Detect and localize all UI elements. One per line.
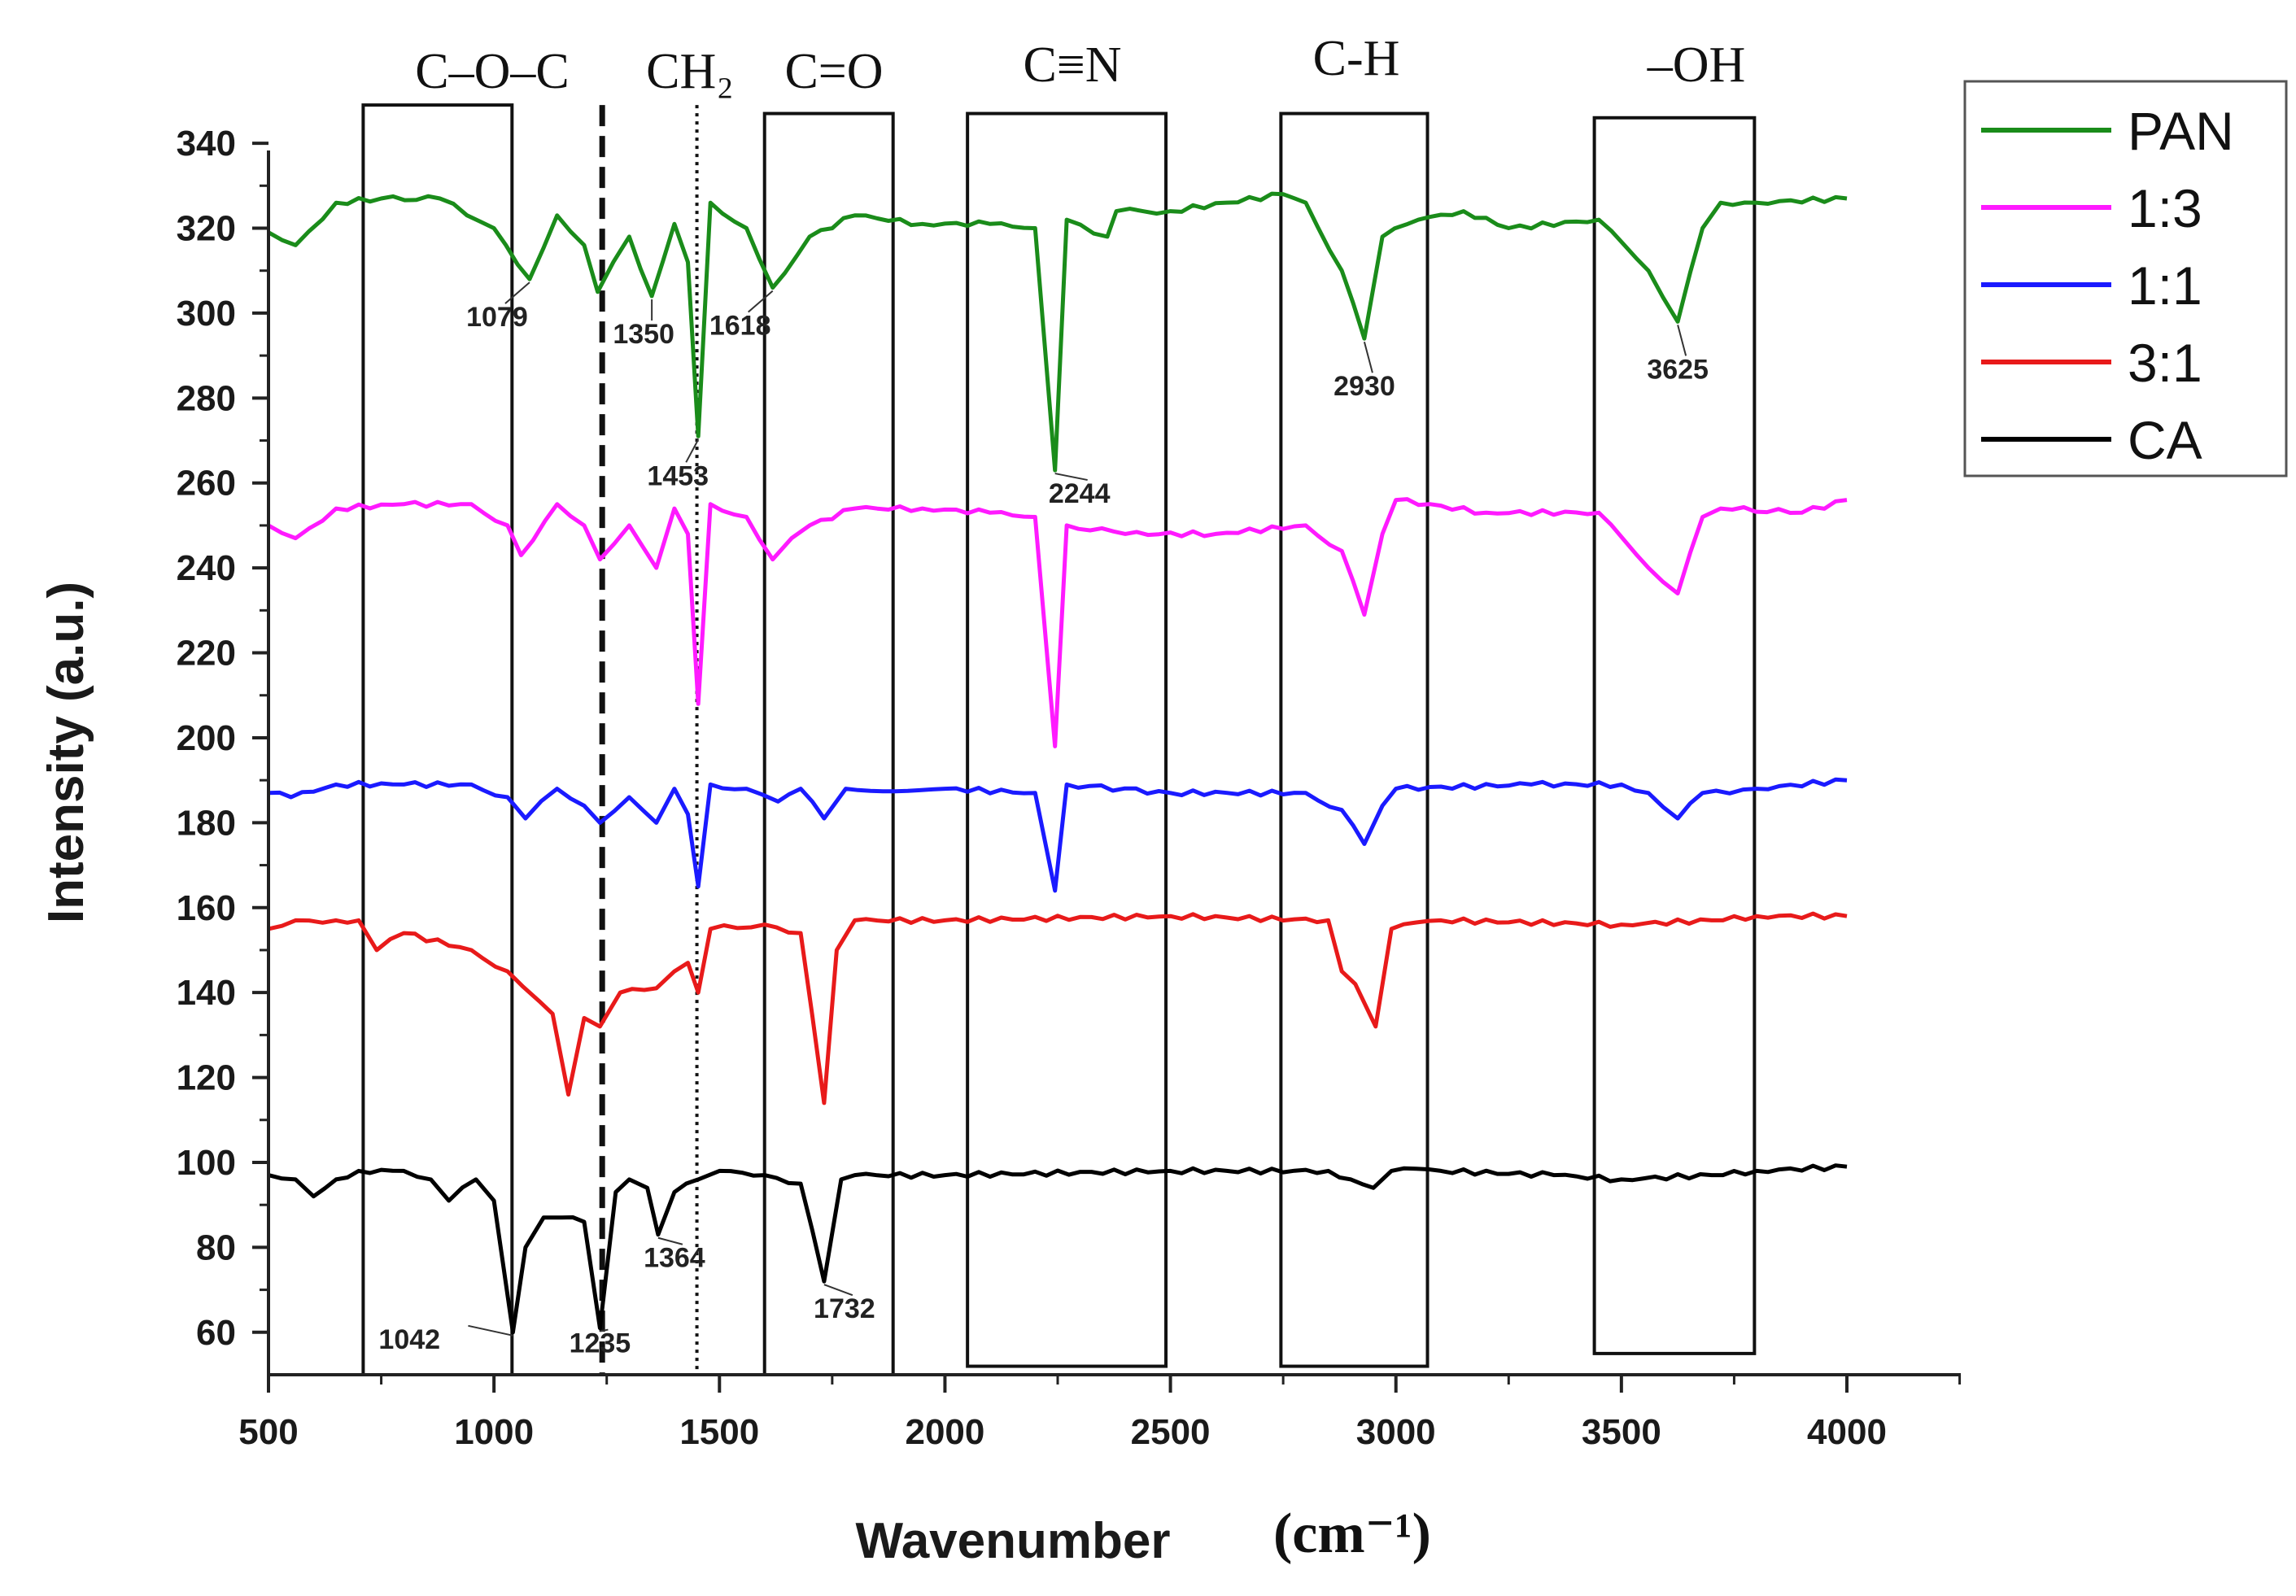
legend: PAN 1:3 1:1 3:1 CA (1963, 80, 2288, 477)
functional-group-label: C-H (1313, 31, 1400, 86)
y-tick-label: 100 (177, 1143, 236, 1183)
y-tick-label: 60 (196, 1313, 236, 1353)
functional-group-label: C–O–C (415, 44, 569, 99)
y-tick-label: 260 (177, 464, 236, 504)
y-tick-label: 140 (177, 973, 236, 1013)
functional-group-label: –OH (1647, 37, 1746, 93)
functional-group-label: C≡N (1023, 37, 1121, 93)
series-line-1-3 (267, 497, 1848, 748)
y-tick-label: 200 (177, 718, 236, 758)
y-tick-label: 220 (177, 634, 236, 674)
peak-leader (657, 1236, 683, 1245)
reference-lines: CH₂ (599, 44, 734, 1375)
y-tick-label: 300 (177, 294, 236, 334)
y-axis-title: Intensity (a.u.) (38, 582, 94, 923)
y-tick-label: 160 (177, 888, 236, 928)
x-tick-label: 500 (238, 1412, 298, 1452)
y-tick-label: 80 (196, 1228, 236, 1267)
y-tick-label: 120 (177, 1058, 236, 1098)
x-tick-label: 1500 (679, 1412, 759, 1452)
axis-labels: Wavenumber (cm⁻¹) Intensity (a.u.) (38, 582, 1431, 1569)
peak-label-1364: 1364 (644, 1243, 705, 1274)
series-line-3-1 (268, 911, 1848, 1105)
x-axis-title: Wavenumber (855, 1513, 1170, 1569)
peak-label-1042: 1042 (378, 1324, 440, 1355)
legend-label-3-1: 3:1 (2128, 333, 2202, 393)
peak-annotations: 1079 1350 1618 1453 2244 2930 3625 1042 1235 1364… (378, 281, 1709, 1359)
axes: 500 1000 1500 2000 2500 3000 3500 4000 60 80 100 12… (177, 124, 1962, 1452)
functional-group-box (1592, 116, 1757, 1355)
functional-group-boxes: C–O–C C=O C≡N C-H –OH (361, 31, 1757, 1376)
peak-leader (823, 1284, 853, 1297)
peak-leader (1054, 473, 1088, 482)
series-line-1-1 (268, 777, 1848, 893)
functional-group-label: C=O (784, 44, 883, 99)
x-tick-label: 2500 (1131, 1412, 1211, 1452)
peak-label-2930: 2930 (1334, 371, 1395, 402)
peak-leader (468, 1324, 513, 1337)
x-tick-label: 1000 (454, 1412, 534, 1452)
x-axis-unit: (cm⁻¹) (1273, 1502, 1431, 1565)
peak-leader (504, 281, 530, 304)
reference-line-label: CH₂ (646, 44, 734, 99)
x-tick-label: 3000 (1356, 1412, 1436, 1452)
y-tick-label: 180 (177, 803, 236, 843)
peak-label-3625: 3625 (1647, 354, 1709, 385)
peak-leader (1363, 341, 1373, 373)
peak-leader (1677, 325, 1687, 356)
x-tick-label: 3500 (1582, 1412, 1661, 1452)
peak-label-2244: 2244 (1049, 478, 1111, 509)
series-line-pan (267, 191, 1848, 473)
peak-leader (600, 1328, 609, 1332)
y-tick-label: 320 (177, 209, 236, 249)
series-layer (267, 191, 1848, 1335)
peak-label-1079: 1079 (466, 302, 528, 333)
x-tick-label: 4000 (1807, 1412, 1887, 1452)
legend-label-pan: PAN (2128, 101, 2234, 161)
x-tick-label: 2000 (905, 1412, 984, 1452)
legend-box (1963, 80, 2288, 477)
series-line-ca (268, 1163, 1848, 1335)
functional-group-box (762, 111, 895, 1376)
legend-label-1-1: 1:1 (2128, 255, 2202, 316)
legend-label-ca: CA (2128, 410, 2202, 470)
functional-group-box (1279, 111, 1430, 1368)
peak-label-1350: 1350 (613, 319, 674, 350)
peak-leader (685, 438, 700, 463)
legend-label-1-3: 1:3 (2128, 178, 2202, 238)
peak-label-1235: 1235 (570, 1328, 631, 1359)
functional-group-box (966, 111, 1168, 1368)
peak-label-1618: 1618 (709, 311, 771, 342)
y-tick-label: 240 (177, 548, 236, 588)
y-tick-label: 340 (177, 124, 236, 164)
y-tick-label: 280 (177, 378, 236, 418)
peak-leader (748, 290, 774, 313)
peak-label-1453: 1453 (647, 460, 709, 491)
peak-label-1732: 1732 (814, 1293, 875, 1324)
